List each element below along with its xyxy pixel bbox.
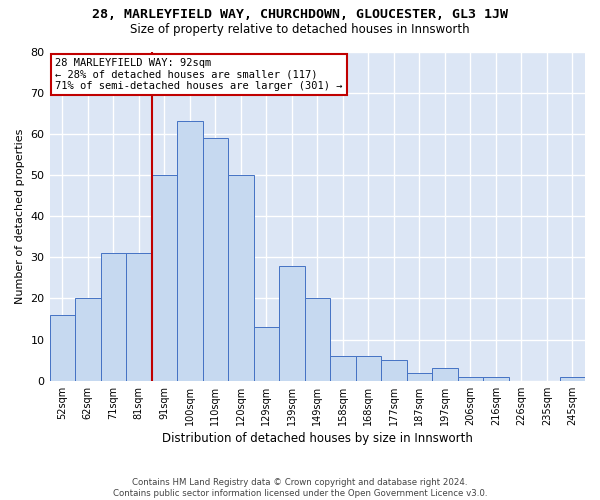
Text: 28 MARLEYFIELD WAY: 92sqm
← 28% of detached houses are smaller (117)
71% of semi: 28 MARLEYFIELD WAY: 92sqm ← 28% of detac…	[55, 58, 343, 92]
Bar	[126, 253, 152, 381]
Bar	[228, 175, 254, 381]
Bar	[254, 328, 279, 381]
Bar	[407, 372, 432, 381]
Bar	[458, 376, 483, 381]
Bar	[483, 376, 509, 381]
Bar	[381, 360, 407, 381]
Bar	[177, 122, 203, 381]
X-axis label: Distribution of detached houses by size in Innsworth: Distribution of detached houses by size …	[162, 432, 473, 445]
Bar	[75, 298, 101, 381]
Bar	[330, 356, 356, 381]
Text: Contains HM Land Registry data © Crown copyright and database right 2024.
Contai: Contains HM Land Registry data © Crown c…	[113, 478, 487, 498]
Bar	[203, 138, 228, 381]
Text: Size of property relative to detached houses in Innsworth: Size of property relative to detached ho…	[130, 22, 470, 36]
Bar	[432, 368, 458, 381]
Bar	[50, 315, 75, 381]
Bar	[152, 175, 177, 381]
Text: 28, MARLEYFIELD WAY, CHURCHDOWN, GLOUCESTER, GL3 1JW: 28, MARLEYFIELD WAY, CHURCHDOWN, GLOUCES…	[92, 8, 508, 20]
Bar	[305, 298, 330, 381]
Y-axis label: Number of detached properties: Number of detached properties	[15, 128, 25, 304]
Bar	[356, 356, 381, 381]
Bar	[560, 376, 585, 381]
Bar	[279, 266, 305, 381]
Bar	[101, 253, 126, 381]
